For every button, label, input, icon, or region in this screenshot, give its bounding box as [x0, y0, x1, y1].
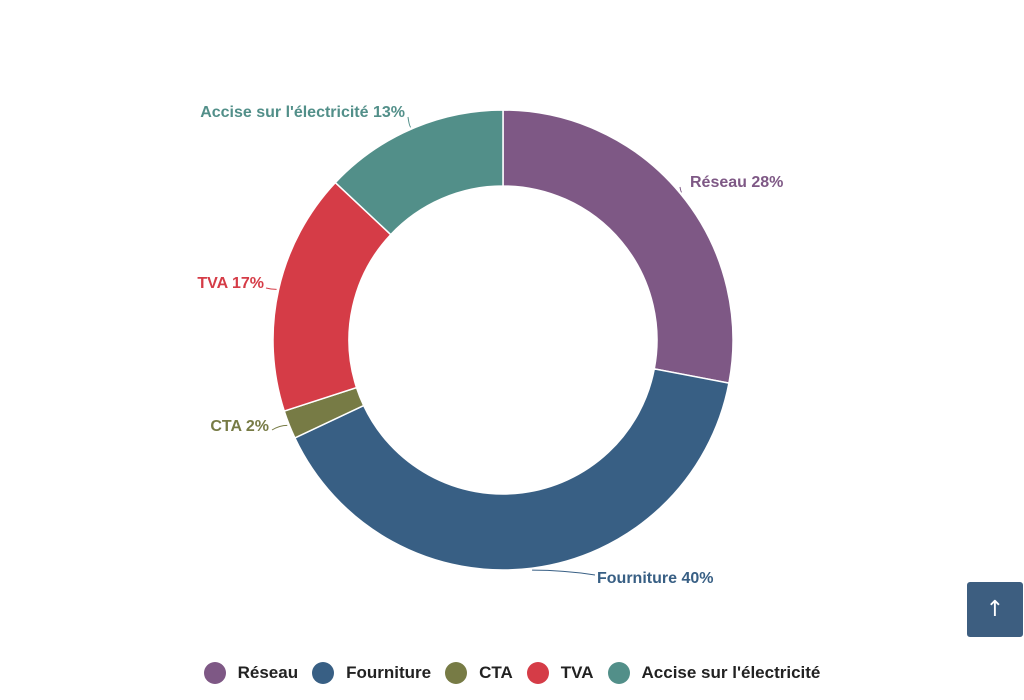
- legend-label: TVA: [560, 663, 594, 682]
- legend-swatch-icon: [203, 662, 226, 684]
- legend-item-tva[interactable]: TVA: [526, 662, 594, 684]
- legend-swatch-icon: [312, 662, 335, 684]
- leader-line-cta: [271, 424, 288, 431]
- legend-swatch-icon: [526, 662, 549, 684]
- slice-accise-sur-l-electricite[interactable]: [334, 109, 504, 236]
- legend-swatch-icon: [607, 662, 630, 684]
- slice-label-reseau: Réseau 28%: [690, 174, 783, 191]
- legend-label: Fourniture: [346, 663, 432, 682]
- slice-label-cta: CTA 2%: [210, 418, 269, 435]
- slice-label-fourniture: Fourniture 40%: [597, 570, 713, 587]
- arrow-up-icon: ↑: [985, 597, 1005, 622]
- leader-line-accise-sur-l-electricite: [407, 116, 412, 128]
- legend-swatch-icon: [445, 662, 468, 684]
- legend-item-fourniture[interactable]: Fourniture: [312, 662, 431, 684]
- slice-fourniture[interactable]: [293, 367, 730, 571]
- legend-label: Accise sur l'électricité: [641, 663, 821, 682]
- leader-line-reseau: [679, 186, 682, 193]
- slice-label-accise-sur-l-electricite: Accise sur l'électricité 13%: [200, 104, 405, 121]
- legend-label: CTA: [479, 663, 513, 682]
- slice-labels: Réseau 28% Fourniture 40% CTA 2% TVA 17% Acc…: [197, 104, 783, 587]
- scroll-to-top-button[interactable]: ↑: [967, 582, 1023, 637]
- leader-line-tva: [265, 287, 277, 290]
- slice-label-tva: TVA 17%: [197, 275, 264, 292]
- legend-item-reseau[interactable]: Réseau: [203, 662, 299, 684]
- chart-legend: Réseau Fourniture CTA TVA Accise sur l'élect…: [0, 658, 1024, 688]
- legend-item-accise-sur-l-electricite[interactable]: Accise sur l'électricité: [607, 662, 821, 684]
- leader-line-fourniture: [532, 569, 596, 576]
- legend-label: Réseau: [237, 663, 299, 682]
- slice-reseau[interactable]: [502, 109, 734, 384]
- legend-item-cta[interactable]: CTA: [445, 662, 513, 684]
- donut-slices: [272, 109, 734, 571]
